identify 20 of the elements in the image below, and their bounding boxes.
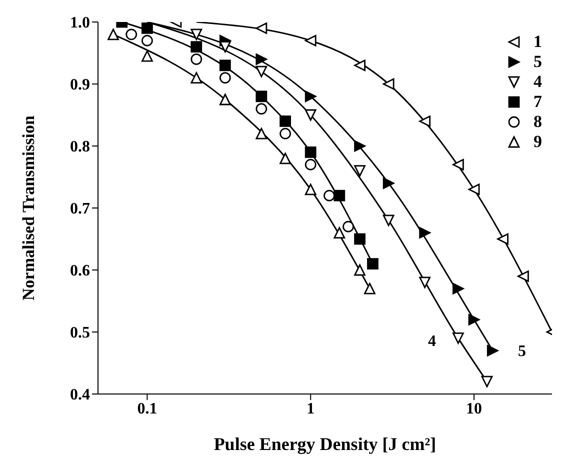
y-tick-label: 0.8	[70, 138, 90, 156]
annotation: 4	[428, 333, 436, 351]
x-axis-title: Pulse Energy Density [J cm²]	[214, 434, 436, 454]
y-tick-label: 0.6	[70, 262, 90, 280]
y-tick-label: 0.5	[70, 324, 90, 342]
y-tick-label: 0.7	[70, 200, 90, 218]
y-tick-label: 0.4	[70, 386, 90, 404]
legend-label: 5	[534, 52, 542, 72]
y-axis-title: Normalised Transmission	[19, 114, 38, 300]
x-tick-label: 1	[306, 400, 315, 418]
x-tick-label: 0.1	[137, 400, 158, 418]
legend-label: 9	[534, 132, 542, 152]
legend-label: 8	[534, 112, 542, 132]
legend-label: 4	[534, 72, 542, 92]
y-tick-label: 1.0	[70, 14, 90, 32]
annotation: 5	[518, 343, 526, 361]
legend-label: 1	[534, 32, 542, 52]
y-tick-label: 0.9	[70, 76, 90, 94]
x-tick-label: 10	[466, 400, 482, 418]
legend-label: 7	[534, 92, 542, 112]
